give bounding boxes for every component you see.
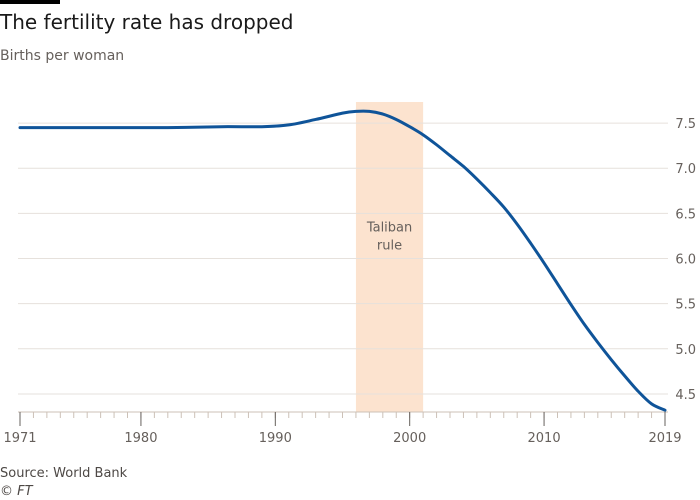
annotation-label: Taliban bbox=[366, 220, 412, 235]
credit-note: © FT bbox=[0, 484, 33, 499]
annotation-band-layer: Taliban rule bbox=[355, 102, 424, 412]
source-note: Source: World Bank bbox=[0, 466, 128, 481]
chart-subtitle: Births per woman bbox=[0, 48, 125, 64]
x-axis bbox=[18, 411, 668, 426]
x-tick-label: 1971 bbox=[3, 431, 36, 446]
y-tick-label: 4.5 bbox=[675, 388, 696, 403]
y-tick-label: 5.5 bbox=[675, 298, 696, 313]
y-tick-label: 7.5 bbox=[675, 117, 696, 132]
top-accent-bar bbox=[0, 0, 60, 4]
x-tick-label: 1980 bbox=[124, 431, 157, 446]
x-tick-label: 2000 bbox=[393, 431, 426, 446]
series-line-fertility-rate bbox=[18, 109, 667, 412]
chart-title: The fertility rate has dropped bbox=[0, 10, 294, 34]
series-layer bbox=[18, 109, 667, 412]
x-tick-label: 2010 bbox=[528, 431, 561, 446]
y-tick-label: 7.0 bbox=[675, 162, 696, 177]
annotation-label: rule bbox=[377, 238, 402, 253]
gridline-layer bbox=[18, 122, 668, 395]
x-tick-label: 2019 bbox=[648, 431, 681, 446]
y-tick-label: 5.0 bbox=[675, 343, 696, 358]
tick-label-layer: 4.5 5.0 5.5 6.0 6.5 7.0 7.5 1971 1980 1990 2000 201… bbox=[3, 117, 696, 446]
x-tick-label: 1990 bbox=[259, 431, 292, 446]
y-tick-label: 6.0 bbox=[675, 253, 696, 268]
annotation-band-taliban-rule bbox=[355, 102, 424, 412]
y-tick-label: 6.5 bbox=[675, 207, 696, 222]
